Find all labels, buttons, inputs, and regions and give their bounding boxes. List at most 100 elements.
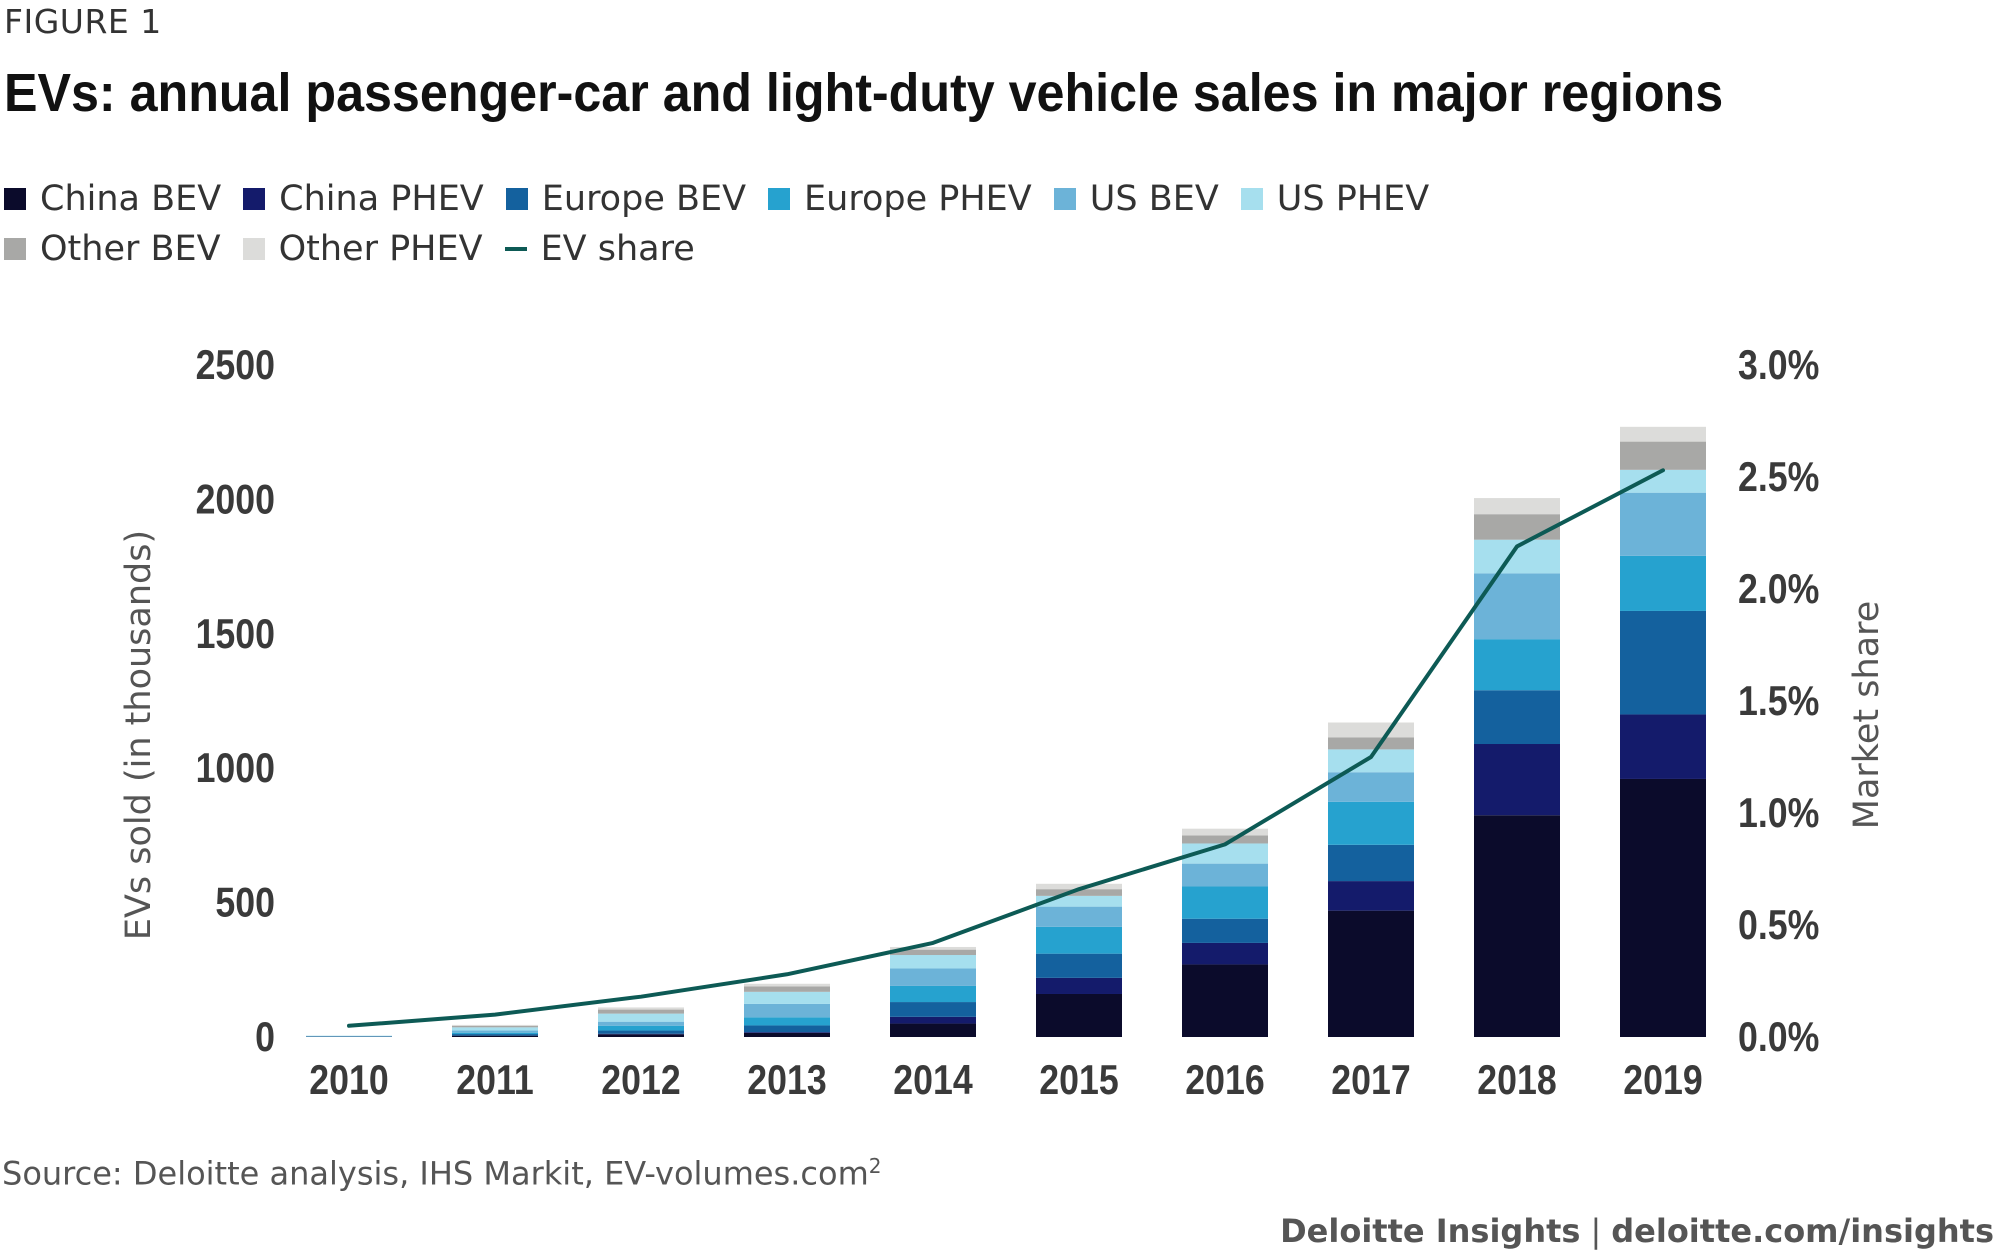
bar-2017-us-bev: [1328, 772, 1414, 802]
x-tick-label: 2012: [601, 1057, 680, 1103]
bar-2012-us-bev: [598, 1021, 684, 1026]
legend-label-other-phev: Other PHEV: [278, 229, 483, 269]
legend-label-europe-phev: Europe PHEV: [804, 179, 1032, 219]
bar-2015-other-phev: [1036, 883, 1122, 890]
bar-2011-other-phev: [452, 1024, 538, 1026]
bar-2011-europe-phev: [452, 1032, 538, 1035]
bar-2016-us-phev: [1182, 843, 1268, 864]
y-tick-label: 1000: [196, 746, 275, 792]
bar-2013-china-phev: [744, 1032, 830, 1033]
legend-label-us-phev: US PHEV: [1276, 179, 1430, 219]
legend-swatch-europe-phev: [768, 188, 791, 210]
bar-2019-us-bev: [1620, 492, 1706, 556]
bar-2013-other-bev: [744, 986, 830, 992]
bar-2016-europe-phev: [1182, 886, 1268, 919]
source-text: Source: Deloitte analysis, IHS Markit, E…: [2, 1154, 869, 1193]
x-tick-label: 2018: [1477, 1057, 1556, 1103]
bar-2017-europe-phev: [1328, 801, 1414, 845]
bar-2014-other-bev: [890, 949, 976, 956]
bar-2013-us-bev: [744, 1003, 830, 1018]
legend-swatch-europe-bev: [505, 188, 528, 210]
bar-2014-europe-phev: [890, 985, 976, 1003]
legend-swatch-china-phev: [243, 188, 266, 210]
footer-separator: |: [1590, 1212, 1602, 1250]
bar-2011-europe-bev: [452, 1034, 538, 1036]
bar-2013-europe-phev: [744, 1017, 830, 1026]
legend-item-ev-share: EV share: [504, 228, 695, 270]
legend-item-europe-bev: Europe BEV: [505, 178, 746, 220]
y-tick-label: 0: [255, 1014, 275, 1060]
bar-2014-us-bev: [890, 968, 976, 986]
y-tick-label: 500: [215, 880, 275, 926]
x-tick-label: 2014: [893, 1057, 973, 1103]
footer-link[interactable]: deloitte.com/insights: [1611, 1212, 1994, 1250]
bar-2016-other-bev: [1182, 835, 1268, 844]
bar-2018-other-bev: [1474, 514, 1560, 540]
bar-2012-us-phev: [598, 1013, 684, 1022]
ev-share-line-group: [347, 468, 1665, 1028]
bar-2018-europe-phev: [1474, 639, 1560, 691]
x-axis: 2010 2011 2012 2013 2014 2015 2016 2017 2018 2019: [309, 1057, 1702, 1103]
chart-title: EVs: annual passenger-car and light-duty…: [4, 63, 1724, 123]
bar-2012-china-phev: [598, 1033, 684, 1035]
legend-swatch-other-phev: [242, 238, 265, 260]
legend-swatch-ev-share: [504, 247, 527, 251]
bar-2017-other-bev: [1328, 737, 1414, 750]
y2-tick-label: 2.0%: [1738, 566, 1819, 612]
bar-2015-europe-bev: [1036, 953, 1122, 978]
y-tick-label: 2500: [196, 342, 275, 388]
bar-2019-us-phev: [1620, 469, 1706, 493]
bar-2018-china-bev: [1474, 815, 1560, 1037]
bar-2016-us-bev: [1182, 863, 1268, 887]
y-tick-label: 2000: [196, 477, 275, 523]
legend-swatch-us-phev: [1240, 188, 1263, 210]
bar-2011-us-phev: [452, 1027, 538, 1031]
y2-tick-label: 0.5%: [1738, 902, 1819, 948]
bar-2015-us-phev: [1036, 895, 1122, 907]
bar-2017-china-phev: [1328, 881, 1414, 911]
bar-2015-china-bev: [1036, 993, 1122, 1037]
x-tick-label: 2013: [747, 1057, 826, 1103]
y-axis-label: EVs sold (in thousands): [119, 530, 159, 940]
legend-swatch-other-bev: [4, 238, 26, 260]
bar-2019-europe-phev: [1620, 555, 1706, 611]
bar-2011-china-bev: [452, 1035, 538, 1037]
bar-2013-china-bev: [744, 1032, 830, 1037]
legend-item-europe-phev: Europe PHEV: [768, 178, 1032, 220]
bar-2017-europe-bev: [1328, 844, 1414, 882]
bar-2012-china-bev: [598, 1034, 684, 1037]
bar-2016-china-phev: [1182, 942, 1268, 965]
legend-swatch-us-bev: [1053, 188, 1076, 210]
bar-2017-other-phev: [1328, 722, 1414, 738]
bar-2012-europe-phev: [598, 1025, 684, 1031]
bar-2016-other-phev: [1182, 828, 1268, 836]
bar-2019-china-phev: [1620, 714, 1706, 779]
bar-2019-china-bev: [1620, 778, 1706, 1037]
legend-swatch-china-bev: [4, 188, 26, 210]
legend-label-ev-share: EV share: [540, 229, 695, 269]
source-note: Source: Deloitte analysis, IHS Markit, E…: [2, 1154, 881, 1193]
x-tick-label: 2010: [309, 1057, 388, 1103]
x-tick-label: 2011: [456, 1057, 533, 1103]
y2-tick-label: 2.5%: [1738, 454, 1819, 500]
figure-label: FIGURE 1: [4, 2, 162, 41]
x-tick-label: 2017: [1331, 1057, 1410, 1103]
bar-2019-other-bev: [1620, 441, 1706, 470]
legend-label-us-bev: US BEV: [1089, 179, 1219, 219]
y2-axis-label: Market share: [1847, 601, 1887, 829]
bar-2017-china-bev: [1328, 910, 1414, 1037]
bar-2013-europe-bev: [744, 1025, 830, 1033]
legend-label-china-bev: China BEV: [40, 179, 222, 219]
bar-2014-europe-bev: [890, 1002, 976, 1017]
bar-2015-europe-phev: [1036, 926, 1122, 954]
bar-2013-other-phev: [744, 983, 830, 987]
bar-2015-other-bev: [1036, 889, 1122, 896]
bar-2015-us-bev: [1036, 906, 1122, 927]
bar-2014-china-bev: [890, 1023, 976, 1037]
footer-brand: Deloitte Insights: [1280, 1212, 1581, 1250]
x-tick-label: 2015: [1039, 1057, 1118, 1103]
legend-item-other-bev: Other BEV: [4, 228, 221, 270]
bar-2018-us-bev: [1474, 573, 1560, 640]
x-tick-label: 2016: [1185, 1057, 1264, 1103]
